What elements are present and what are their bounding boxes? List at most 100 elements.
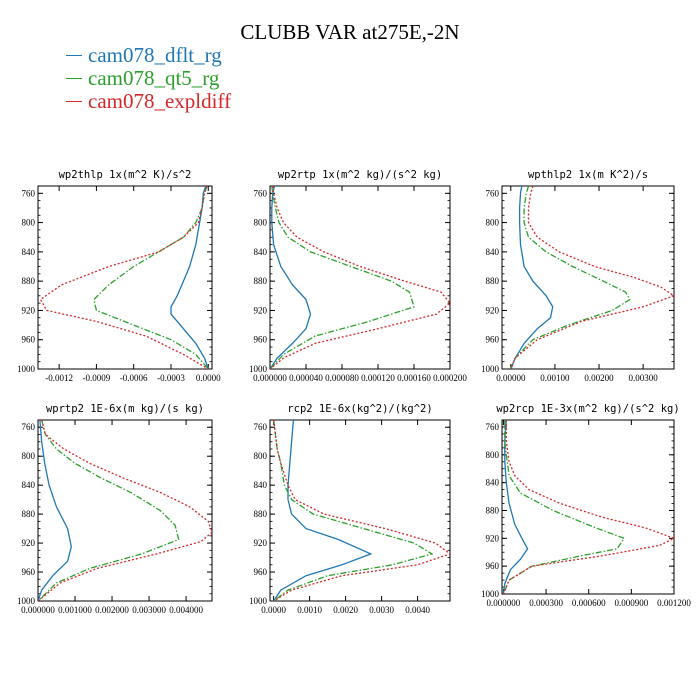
y-tick-label: 880 <box>486 276 500 286</box>
legend: cam078_dflt_rg cam078_qt5_rg cam078_expl… <box>66 43 232 113</box>
y-tick-label: 920 <box>486 305 500 315</box>
y-tick-label: 920 <box>486 533 500 543</box>
series-line-cam078_expldiff <box>270 186 450 369</box>
plot-title: rcp2 1E-6x(kg^2)/(kg^2) <box>287 403 432 415</box>
plot-title: wprtp2 1E-6x(m kg)/(s kg) <box>46 403 204 415</box>
y-tick-label: 840 <box>254 247 268 257</box>
y-tick-label: 760 <box>486 422 500 432</box>
series-group <box>38 420 212 601</box>
x-tick-label: 0.002000 <box>95 605 129 615</box>
y-tick-label: 960 <box>254 335 268 345</box>
plot-frame <box>269 185 451 370</box>
legend-swatch <box>66 101 82 102</box>
series-line-cam078_qt5_rg <box>272 420 434 601</box>
x-tick-label: 0.0030 <box>369 605 394 615</box>
y-tick-label: 880 <box>254 276 268 286</box>
x-tick-label: 0.004000 <box>169 605 203 615</box>
y-tick-label: 960 <box>486 335 500 345</box>
x-tick-label: 0.00100 <box>540 373 570 383</box>
y-tick-label: 800 <box>22 451 36 461</box>
y-tick-label: 800 <box>22 218 36 228</box>
legend-label: cam078_qt5_rg <box>88 66 220 90</box>
legend-swatch <box>66 55 82 56</box>
plot-title: wpthlp2 1x(m K^2)/s <box>528 169 648 181</box>
x-tick-label: 0.0020 <box>333 605 358 615</box>
plot-title: wp2rtp 1x(m^2 kg)/(s^2 kg) <box>278 169 442 181</box>
plot-frame <box>37 185 213 370</box>
y-tick-label: 800 <box>486 218 500 228</box>
y-tick-label: 960 <box>22 335 36 345</box>
x-tick-label: -0.0003 <box>157 373 185 383</box>
legend-entry: cam078_expldiff <box>66 89 232 113</box>
plot-frame <box>37 419 213 602</box>
y-tick-label: 880 <box>22 276 36 286</box>
series-line-cam078_qt5_rg <box>270 186 415 369</box>
y-tick-label: 920 <box>254 305 268 315</box>
figure-title: CLUBB VAR at275E,-2N <box>240 20 460 44</box>
plot-panel: wp2rcp 1E-3x(m^2 kg)/(s^2 kg) 760 800 840 88… <box>481 403 691 608</box>
y-tick-label: 1000 <box>249 364 268 374</box>
series-line-cam078_dflt_rg <box>502 420 529 594</box>
y-tick-label: 920 <box>22 538 36 548</box>
y-tick-label: 760 <box>22 188 36 198</box>
legend-entry: cam078_dflt_rg <box>66 43 231 67</box>
x-tick-label: 0.0000 <box>261 605 286 615</box>
y-tick-label: 1000 <box>249 596 268 606</box>
x-tick-label: 0.000300 <box>529 598 563 608</box>
y-tick-label: 960 <box>254 567 268 577</box>
x-tick-label: 0.001000 <box>58 605 92 615</box>
x-tick-label: 0.000080 <box>325 373 359 383</box>
y-tick-label: 920 <box>254 538 268 548</box>
x-tick-label: 0.000200 <box>433 373 467 383</box>
y-tick-label: 840 <box>486 247 500 257</box>
series-line-cam078_dflt_rg <box>273 420 373 601</box>
y-tick-label: 800 <box>486 450 500 460</box>
legend-label: cam078_dflt_rg <box>88 43 222 67</box>
plot-frame <box>269 419 451 602</box>
series-line-cam078_dflt_rg <box>38 420 72 601</box>
x-tick-label: -0.0012 <box>45 373 73 383</box>
plot-panel: wp2rtp 1x(m^2 kg)/(s^2 kg) 760 800 840 880 92… <box>249 169 467 383</box>
x-tick-label: 0.000900 <box>614 598 648 608</box>
legend-swatch <box>66 78 82 79</box>
y-tick-label: 760 <box>254 188 268 198</box>
y-tick-label: 800 <box>254 451 268 461</box>
legend-label: cam078_expldiff <box>88 89 232 113</box>
x-tick-label: 0.001200 <box>657 598 691 608</box>
x-tick-label: 0.0000 <box>196 373 221 383</box>
plot-panel: wp2thlp 1x(m^2 K)/s^2 760 800 840 880 920 960 1… <box>17 169 221 383</box>
x-tick-label: 0.0010 <box>297 605 322 615</box>
x-tick-label: 0.000040 <box>289 373 323 383</box>
x-tick-label: 0.00200 <box>584 373 614 383</box>
y-tick-label: 840 <box>22 480 36 490</box>
series-line-cam078_dflt_rg <box>170 186 209 369</box>
series-line-cam078_expldiff <box>39 186 209 369</box>
series-group <box>502 420 674 594</box>
y-tick-label: 960 <box>486 561 500 571</box>
series-line-cam078_expldiff <box>272 420 450 601</box>
y-tick-label: 880 <box>486 505 500 515</box>
series-line-cam078_qt5_rg <box>38 420 180 601</box>
plot-title: wp2thlp 1x(m^2 K)/s^2 <box>59 169 192 181</box>
x-tick-label: 0.003000 <box>132 605 166 615</box>
plot-panel: wprtp2 1E-6x(m kg)/(s kg) 760 800 840 880 920… <box>17 403 213 615</box>
x-tick-label: 0.000000 <box>487 598 521 608</box>
series-line-cam078_qt5_rg <box>93 186 209 369</box>
x-tick-label: 0.000000 <box>21 605 55 615</box>
x-tick-label: 0.000600 <box>572 598 606 608</box>
x-tick-label: 0.00300 <box>629 373 659 383</box>
series-line-cam078_qt5_rg <box>502 420 626 594</box>
plot-title: wp2rcp 1E-3x(m^2 kg)/(s^2 kg) <box>496 403 679 415</box>
y-tick-label: 920 <box>22 305 36 315</box>
x-tick-label: 0.000160 <box>397 373 431 383</box>
y-tick-label: 880 <box>254 509 268 519</box>
y-tick-label: 960 <box>22 567 36 577</box>
y-tick-label: 880 <box>22 509 36 519</box>
legend-entry: cam078_qt5_rg <box>66 66 231 90</box>
y-tick-label: 760 <box>254 422 268 432</box>
x-tick-label: 0.0040 <box>405 605 430 615</box>
series-line-cam078_dflt_rg <box>510 186 554 369</box>
plot-frame <box>501 419 675 595</box>
